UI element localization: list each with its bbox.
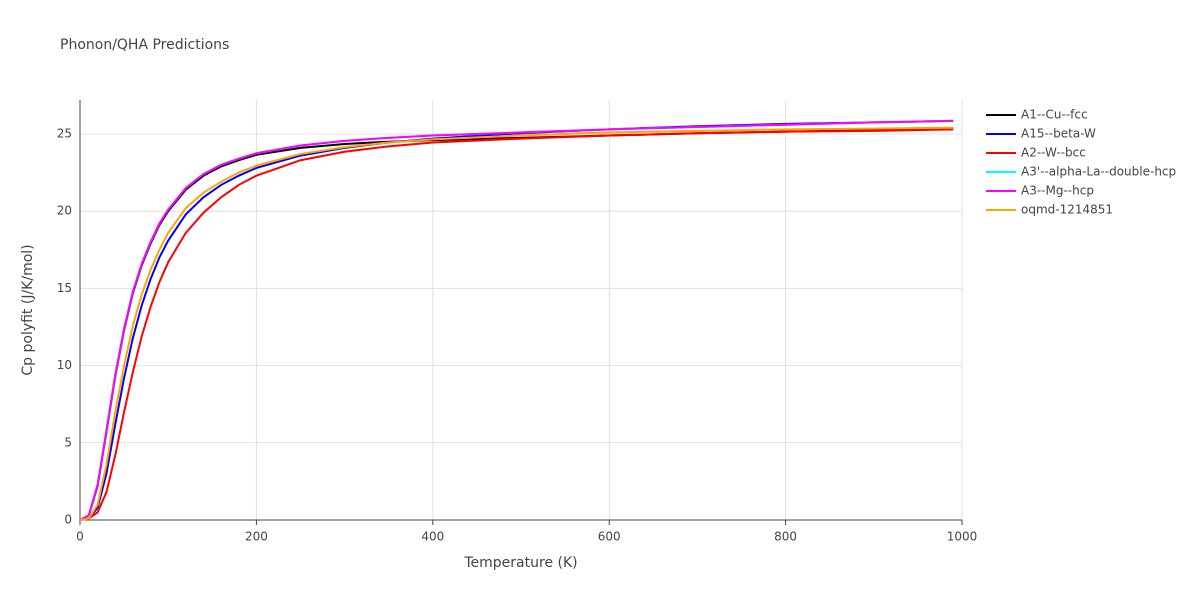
series-line: [79, 119, 954, 521]
x-tick-label: 600: [598, 530, 621, 544]
x-tick-label: 0: [76, 530, 84, 544]
x-axis-label: Temperature (K): [463, 555, 577, 571]
legend-label: oqmd-1214851: [1021, 203, 1113, 217]
legend-label: A3--Mg--hcp: [1021, 184, 1094, 198]
legend-label: A15--beta-W: [1021, 127, 1096, 141]
series-line: [79, 119, 954, 521]
y-tick-label: 15: [57, 281, 72, 295]
legend-label: A3'--alpha-La--double-hcp: [1021, 165, 1176, 179]
legend-label: A2--W--bcc: [1021, 146, 1086, 160]
series-line: [79, 126, 954, 521]
series-line: [79, 119, 954, 521]
series-line: [79, 128, 954, 521]
y-tick-label: 0: [64, 513, 72, 527]
y-tick-label: 10: [57, 358, 72, 372]
x-tick-label: 800: [774, 530, 797, 544]
y-tick-label: 20: [57, 204, 72, 218]
chart-title: Phonon/QHA Predictions: [60, 37, 229, 53]
y-tick-label: 25: [57, 126, 72, 140]
legend-label: A1--Cu--fcc: [1021, 108, 1088, 122]
x-tick-label: 200: [245, 530, 268, 544]
x-tick-label: 1000: [947, 530, 978, 544]
y-tick-label: 5: [64, 435, 72, 449]
y-axis-label: Cp polyfit (J/K/mol): [20, 244, 36, 375]
x-tick-label: 400: [421, 530, 444, 544]
